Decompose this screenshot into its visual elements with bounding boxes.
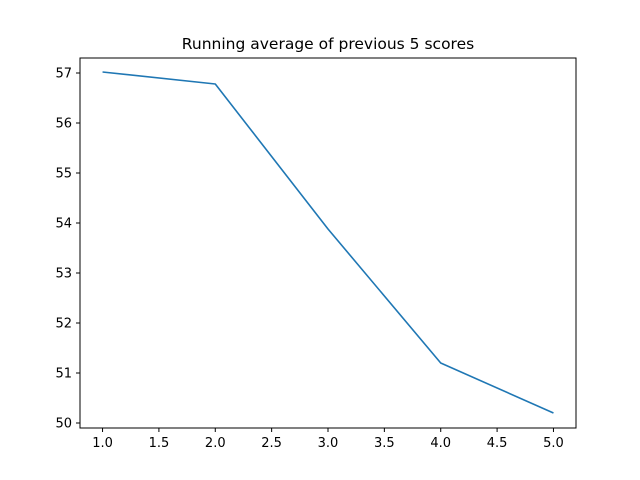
chart-title: Running average of previous 5 scores: [182, 35, 474, 53]
x-tick-label: 3.0: [318, 436, 339, 451]
series-layer: [102, 71, 554, 414]
y-tick-label: 53: [55, 267, 72, 282]
y-tick-label: 55: [55, 167, 72, 182]
y-tick-label: 56: [55, 117, 72, 132]
y-axis: 50 51 52 53 54 55 56 57: [55, 67, 80, 432]
x-tick-label: 5.0: [543, 436, 564, 451]
x-tick-label: 1.0: [92, 436, 113, 451]
x-axis: 1.0 1.5 2.0 2.5 3.0 3.5 4.0 4.5 5.0: [92, 428, 564, 451]
y-tick-label: 51: [55, 367, 72, 382]
plot-area: [79, 57, 577, 429]
y-tick-label: 54: [55, 217, 72, 232]
x-tick-label: 2.5: [261, 436, 282, 451]
x-tick-label: 4.0: [430, 436, 451, 451]
x-tick-label: 2.0: [205, 436, 226, 451]
x-tick-label: 3.5: [374, 436, 395, 451]
y-tick-label: 57: [55, 67, 72, 82]
y-tick-label: 50: [55, 417, 72, 432]
y-tick-label: 52: [55, 317, 72, 332]
x-tick-label: 4.5: [487, 436, 508, 451]
series-line: [102, 71, 554, 414]
x-tick-label: 1.5: [149, 436, 170, 451]
